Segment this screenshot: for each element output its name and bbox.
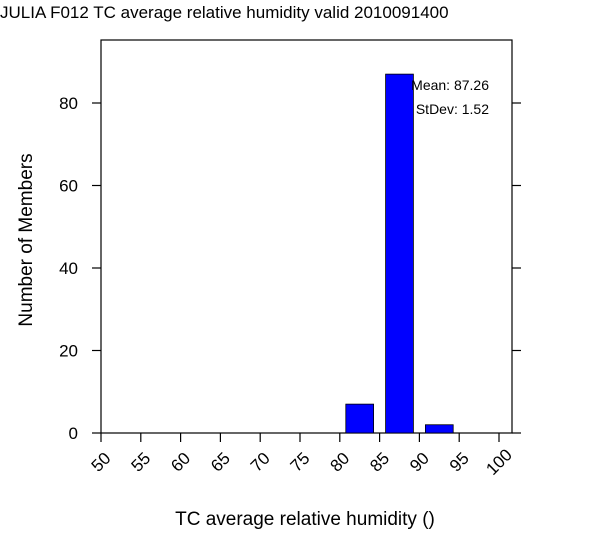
x-tick-label: 85: [366, 449, 393, 476]
x-tick-label: 75: [287, 449, 314, 476]
x-tick-label: 95: [446, 449, 473, 476]
x-tick-label: 55: [128, 449, 155, 476]
histogram-bars: [345, 73, 454, 434]
x-tick-label: 70: [247, 449, 274, 476]
x-tick-label: 90: [406, 449, 433, 476]
plot-area-frame: [100, 39, 513, 434]
x-axis-title: TC average relative humidity (): [175, 509, 435, 530]
x-tick-label: 60: [167, 449, 194, 476]
y-axis-ticks: 0 20 40 60 80: [59, 94, 521, 443]
y-tick-label: 80: [59, 94, 78, 113]
histogram-bar-85-90: [385, 73, 414, 434]
x-tick-label: 65: [207, 449, 234, 476]
histogram-bar-80-85: [345, 403, 374, 434]
stdev-annotation: StDev: 1.52: [416, 101, 489, 117]
x-axis-ticks: 50 55 60 65 70 75 80 85 90 95 100: [88, 433, 516, 479]
x-tick-label: 50: [88, 449, 115, 476]
mean-annotation: Mean: 87.26: [411, 77, 489, 93]
histogram-bar-90-95: [424, 424, 454, 434]
y-tick-label: 60: [59, 177, 78, 196]
y-tick-label: 40: [59, 259, 78, 278]
x-tick-label: 100: [482, 445, 515, 478]
x-tick-label: 80: [327, 449, 354, 476]
chart-title: JULIA F012 TC average relative humidity …: [0, 3, 449, 22]
y-tick-label: 20: [59, 342, 78, 361]
y-tick-label: 0: [69, 424, 78, 443]
y-axis-title: Number of Members: [16, 153, 37, 326]
